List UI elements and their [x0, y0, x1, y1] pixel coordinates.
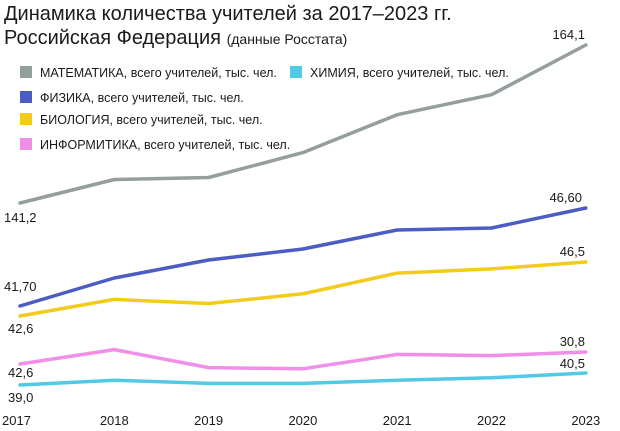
series-point-1-5: [489, 226, 494, 230]
series-point-4-5: [489, 376, 494, 380]
chart-subtitle-note: (данные Росстата): [226, 31, 348, 47]
series-point-2-6: [584, 260, 588, 264]
series-point-0-3: [301, 151, 305, 155]
legend-label-0: МАТЕМАТИКА, всего учителей, тыс. чел.: [40, 66, 277, 80]
data-label-1-6: 46,60: [549, 190, 582, 205]
series-point-3-3: [301, 367, 305, 371]
legend-swatch-4: [290, 66, 302, 78]
chart-subtitle: Российская Федерация (данные Росстата): [4, 26, 347, 51]
series-point-1-1: [112, 276, 116, 280]
data-label-0-6: 164,1: [552, 27, 585, 42]
series-point-3-5: [489, 354, 494, 358]
series-point-0-6: [584, 43, 588, 47]
series-point-3-0: [18, 362, 22, 366]
data-label-2-0: 42,6: [8, 321, 33, 336]
chart-subtitle-main: Российская Федерация: [4, 27, 222, 49]
series-point-3-4: [395, 352, 399, 356]
chart-title: Динамика количества учителей за 2017–202…: [4, 3, 452, 25]
series-point-1-6: [584, 206, 588, 210]
legend-swatch-0: [20, 66, 32, 78]
series-point-0-0: [18, 201, 22, 205]
series-point-4-4: [395, 378, 399, 382]
series-point-2-3: [301, 292, 305, 296]
series-point-2-2: [207, 301, 211, 306]
x-tick-label-0: 2017: [2, 413, 31, 428]
series-point-2-5: [489, 267, 494, 271]
data-label-1-0: 41,70: [4, 279, 37, 294]
series-point-2-1: [112, 297, 116, 301]
legend-swatch-2: [20, 113, 32, 125]
legend-label-4: ХИМИЯ, всего учителей, тыс. чел.: [310, 66, 509, 80]
series-line-3: [18, 347, 588, 371]
data-label-3-6: 30,8: [560, 334, 585, 349]
extra-label-0: 42,6: [8, 365, 33, 380]
series-line-2: [18, 260, 588, 318]
x-tick-label-3: 2020: [288, 413, 317, 428]
data-label-2-6: 46,5: [560, 244, 585, 259]
series-point-1-4: [395, 228, 399, 232]
data-label-0-0: 141,2: [4, 210, 37, 225]
series-point-0-1: [112, 177, 116, 182]
series-point-4-1: [112, 378, 116, 382]
x-tick-label-5: 2022: [477, 413, 506, 428]
legend-label-3: ИНФОРМИТИКА, всего учителей, тыс. чел.: [40, 138, 290, 152]
x-tick-label-2: 2019: [194, 413, 223, 428]
legend-swatch-1: [20, 91, 32, 103]
series-point-3-2: [207, 366, 211, 370]
series-point-4-3: [301, 381, 305, 385]
x-tick-label-1: 2018: [100, 413, 129, 428]
data-label-4-6: 40,5: [560, 356, 585, 371]
series-point-4-6: [584, 371, 588, 375]
series-point-0-5: [489, 93, 494, 97]
series-point-4-2: [207, 381, 211, 385]
series-point-2-4: [395, 271, 399, 275]
x-tick-label-6: 2023: [571, 413, 600, 428]
legend-label-1: ФИЗИКА, всего учителей, тыс. чел.: [40, 91, 244, 105]
series-point-4-0: [18, 383, 22, 387]
series-point-1-0: [18, 304, 22, 308]
series-point-3-6: [584, 350, 588, 354]
x-tick-label-4: 2021: [383, 413, 412, 428]
series-point-3-1: [112, 348, 116, 352]
series-point-0-4: [395, 113, 399, 117]
series-point-1-3: [301, 247, 305, 251]
legend-swatch-3: [20, 138, 32, 150]
series-point-0-2: [207, 175, 211, 180]
series-point-2-0: [18, 314, 22, 318]
series-point-1-2: [207, 258, 211, 262]
legend-label-2: БИОЛОГИЯ, всего учителей, тыс. чел.: [40, 113, 263, 127]
data-label-4-0: 39,0: [8, 390, 33, 405]
series-line-1: [18, 206, 588, 308]
